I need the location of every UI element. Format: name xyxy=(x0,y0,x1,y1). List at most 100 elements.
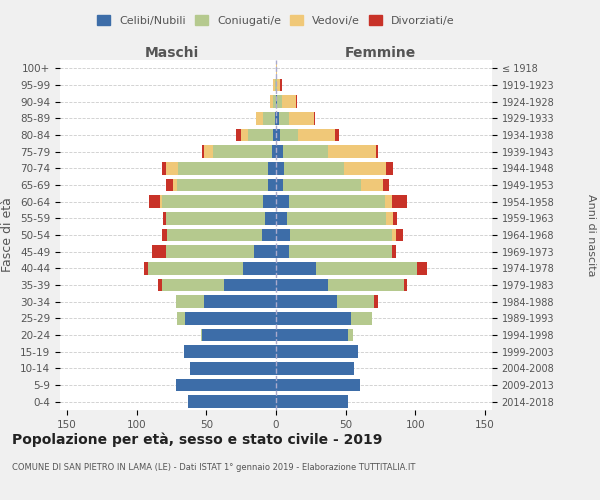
Bar xyxy=(396,229,403,241)
Bar xyxy=(276,296,337,308)
Text: Femmine: Femmine xyxy=(345,46,416,60)
Bar xyxy=(188,396,276,408)
Bar xyxy=(314,112,315,124)
Bar xyxy=(276,229,290,241)
Bar xyxy=(376,146,378,158)
Bar xyxy=(393,212,397,224)
Bar xyxy=(386,162,393,174)
Bar xyxy=(276,129,280,141)
Bar xyxy=(242,262,276,274)
Bar xyxy=(190,362,276,374)
Bar xyxy=(276,212,287,224)
Bar xyxy=(224,279,276,291)
Bar xyxy=(201,329,202,341)
Bar xyxy=(176,296,203,308)
Bar xyxy=(263,196,276,208)
Bar xyxy=(289,112,314,124)
Bar xyxy=(262,229,276,241)
Bar xyxy=(276,96,277,108)
Bar xyxy=(276,396,349,408)
Bar xyxy=(349,329,353,341)
Bar xyxy=(284,162,344,174)
Bar xyxy=(143,262,148,274)
Bar xyxy=(162,162,166,174)
Bar xyxy=(276,279,328,291)
Bar xyxy=(241,129,248,141)
Bar xyxy=(163,212,166,224)
Bar xyxy=(178,162,268,174)
Bar xyxy=(283,146,328,158)
Bar xyxy=(256,112,263,124)
Bar xyxy=(287,212,386,224)
Bar xyxy=(167,229,262,241)
Bar xyxy=(361,179,383,192)
Bar xyxy=(152,246,166,258)
Bar xyxy=(248,129,273,141)
Bar xyxy=(276,196,289,208)
Bar xyxy=(173,179,177,192)
Bar xyxy=(263,112,275,124)
Bar xyxy=(279,112,289,124)
Bar xyxy=(417,262,427,274)
Bar xyxy=(385,196,392,208)
Bar xyxy=(374,296,378,308)
Bar xyxy=(383,179,389,192)
Bar xyxy=(276,179,283,192)
Bar xyxy=(148,262,242,274)
Bar xyxy=(276,246,289,258)
Bar xyxy=(265,212,276,224)
Bar xyxy=(162,196,263,208)
Bar xyxy=(177,179,268,192)
Legend: Celibi/Nubili, Coniugati/e, Vedovi/e, Divorziati/e: Celibi/Nubili, Coniugati/e, Vedovi/e, Di… xyxy=(93,10,459,30)
Bar xyxy=(276,312,351,324)
Bar xyxy=(328,146,376,158)
Text: Maschi: Maschi xyxy=(145,46,199,60)
Bar xyxy=(296,96,297,108)
Bar xyxy=(273,129,276,141)
Bar xyxy=(289,196,385,208)
Text: COMUNE DI SAN PIETRO IN LAMA (LE) - Dati ISTAT 1° gennaio 2019 - Elaborazione TU: COMUNE DI SAN PIETRO IN LAMA (LE) - Dati… xyxy=(12,462,415,471)
Bar xyxy=(392,246,396,258)
Bar xyxy=(386,212,393,224)
Y-axis label: Fasce di età: Fasce di età xyxy=(1,198,14,272)
Bar xyxy=(236,129,241,141)
Bar xyxy=(280,129,298,141)
Bar xyxy=(276,79,277,92)
Bar xyxy=(166,246,254,258)
Bar xyxy=(166,212,265,224)
Bar xyxy=(166,179,173,192)
Bar xyxy=(276,62,277,74)
Bar xyxy=(203,146,213,158)
Bar xyxy=(316,262,417,274)
Bar xyxy=(166,162,178,174)
Bar xyxy=(202,146,203,158)
Bar xyxy=(351,312,372,324)
Text: Popolazione per età, sesso e stato civile - 2019: Popolazione per età, sesso e stato civil… xyxy=(12,432,382,447)
Bar xyxy=(202,329,276,341)
Bar xyxy=(328,279,404,291)
Bar xyxy=(281,96,296,108)
Bar xyxy=(289,246,392,258)
Bar xyxy=(280,79,281,92)
Bar xyxy=(213,146,272,158)
Bar xyxy=(344,162,386,174)
Bar xyxy=(272,146,276,158)
Bar xyxy=(185,312,276,324)
Bar xyxy=(177,312,185,324)
Bar xyxy=(276,379,359,391)
Bar xyxy=(277,96,281,108)
Bar xyxy=(254,246,276,258)
Bar xyxy=(335,129,339,141)
Bar xyxy=(176,379,276,391)
Bar xyxy=(392,229,396,241)
Bar xyxy=(273,96,276,108)
Bar xyxy=(337,296,374,308)
Bar xyxy=(149,196,160,208)
Bar xyxy=(275,112,276,124)
Bar xyxy=(268,179,276,192)
Bar xyxy=(404,279,407,291)
Bar xyxy=(298,129,335,141)
Bar xyxy=(160,196,162,208)
Bar xyxy=(276,146,283,158)
Bar xyxy=(184,346,276,358)
